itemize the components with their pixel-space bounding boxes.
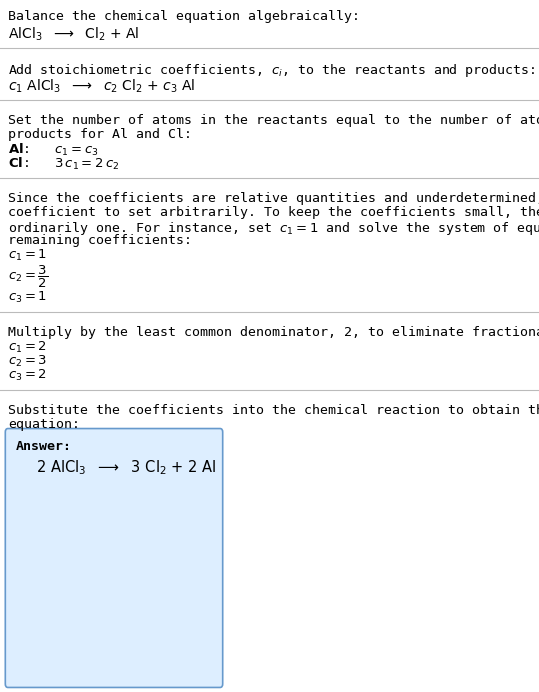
Text: $c_2 = \dfrac{3}{2}$: $c_2 = \dfrac{3}{2}$ xyxy=(8,264,48,290)
Text: $2\ \mathrm{AlCl_3}$  $\longrightarrow$  $3\ \mathrm{Cl_2}$ + $2\ \mathrm{Al}$: $2\ \mathrm{AlCl_3}$ $\longrightarrow$ $… xyxy=(36,458,217,477)
Text: $c_1\ \mathrm{AlCl_3}$  $\longrightarrow$  $c_2\ \mathrm{Cl_2}$ + $c_3\ \mathrm{: $c_1\ \mathrm{AlCl_3}$ $\longrightarrow$… xyxy=(8,78,196,95)
Text: Add stoichiometric coefficients, $c_i$, to the reactants and products:: Add stoichiometric coefficients, $c_i$, … xyxy=(8,62,536,79)
Text: $\mathrm{AlCl_3}$  $\longrightarrow$  $\mathrm{Cl_2}$ + $\mathrm{Al}$: $\mathrm{AlCl_3}$ $\longrightarrow$ $\ma… xyxy=(8,26,139,44)
Text: ordinarily one. For instance, set $c_1 = 1$ and solve the system of equations fo: ordinarily one. For instance, set $c_1 =… xyxy=(8,220,539,237)
Text: products for Al and Cl:: products for Al and Cl: xyxy=(8,128,192,141)
Text: remaining coefficients:: remaining coefficients: xyxy=(8,234,192,247)
Text: $c_3 = 2$: $c_3 = 2$ xyxy=(8,368,47,383)
Text: $c_1 = 2$: $c_1 = 2$ xyxy=(8,340,47,355)
Text: equation:: equation: xyxy=(8,418,80,431)
Text: Multiply by the least common denominator, 2, to eliminate fractional coefficient: Multiply by the least common denominator… xyxy=(8,326,539,339)
Text: Balance the chemical equation algebraically:: Balance the chemical equation algebraica… xyxy=(8,10,360,23)
Text: Since the coefficients are relative quantities and underdetermined, choose a: Since the coefficients are relative quan… xyxy=(8,192,539,205)
Text: Set the number of atoms in the reactants equal to the number of atoms in the: Set the number of atoms in the reactants… xyxy=(8,114,539,127)
Text: $\mathbf{Al}$:   $c_1 = c_3$: $\mathbf{Al}$: $c_1 = c_3$ xyxy=(8,142,99,158)
Text: $\mathbf{Cl}$:   $3\,c_1 = 2\,c_2$: $\mathbf{Cl}$: $3\,c_1 = 2\,c_2$ xyxy=(8,156,119,172)
Text: coefficient to set arbitrarily. To keep the coefficients small, the arbitrary va: coefficient to set arbitrarily. To keep … xyxy=(8,206,539,219)
FancyBboxPatch shape xyxy=(5,428,223,687)
Text: $c_1 = 1$: $c_1 = 1$ xyxy=(8,248,47,263)
Text: $c_3 = 1$: $c_3 = 1$ xyxy=(8,290,47,305)
Text: Substitute the coefficients into the chemical reaction to obtain the balanced: Substitute the coefficients into the che… xyxy=(8,404,539,417)
Text: $c_2 = 3$: $c_2 = 3$ xyxy=(8,354,47,369)
Text: Answer:: Answer: xyxy=(16,440,72,453)
